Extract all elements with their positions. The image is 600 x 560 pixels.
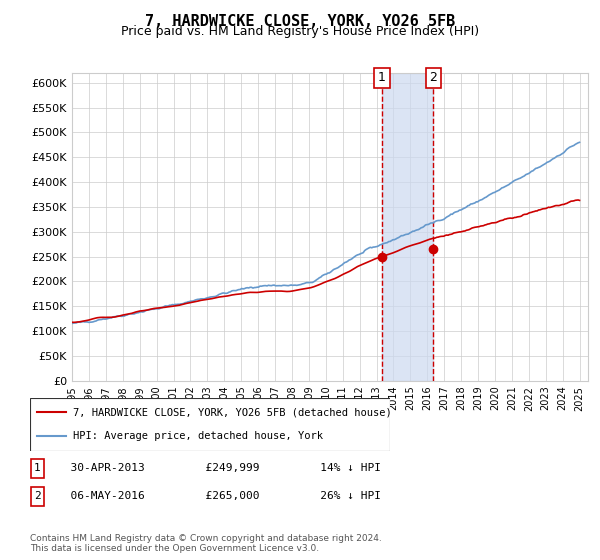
- Text: 7, HARDWICKE CLOSE, YORK, YO26 5FB (detached house): 7, HARDWICKE CLOSE, YORK, YO26 5FB (deta…: [73, 408, 392, 418]
- Bar: [382, 73, 433, 381]
- Text: 1: 1: [378, 71, 386, 84]
- Text: Contains HM Land Registry data © Crown copyright and database right 2024.
This d: Contains HM Land Registry data © Crown c…: [30, 534, 382, 553]
- Text: 2: 2: [429, 71, 437, 84]
- Text: HPI: Average price, detached house, York: HPI: Average price, detached house, York: [73, 431, 323, 441]
- Text: Price paid vs. HM Land Registry's House Price Index (HPI): Price paid vs. HM Land Registry's House …: [121, 25, 479, 38]
- FancyBboxPatch shape: [31, 487, 44, 506]
- Text: 06-MAY-2016         £265,000         26% ↓ HPI: 06-MAY-2016 £265,000 26% ↓ HPI: [57, 491, 381, 501]
- Text: 30-APR-2013         £249,999         14% ↓ HPI: 30-APR-2013 £249,999 14% ↓ HPI: [57, 463, 381, 473]
- Text: 2: 2: [34, 491, 41, 501]
- Text: 7, HARDWICKE CLOSE, YORK, YO26 5FB: 7, HARDWICKE CLOSE, YORK, YO26 5FB: [145, 14, 455, 29]
- Text: 1: 1: [34, 463, 41, 473]
- FancyBboxPatch shape: [30, 398, 390, 451]
- FancyBboxPatch shape: [31, 459, 44, 478]
